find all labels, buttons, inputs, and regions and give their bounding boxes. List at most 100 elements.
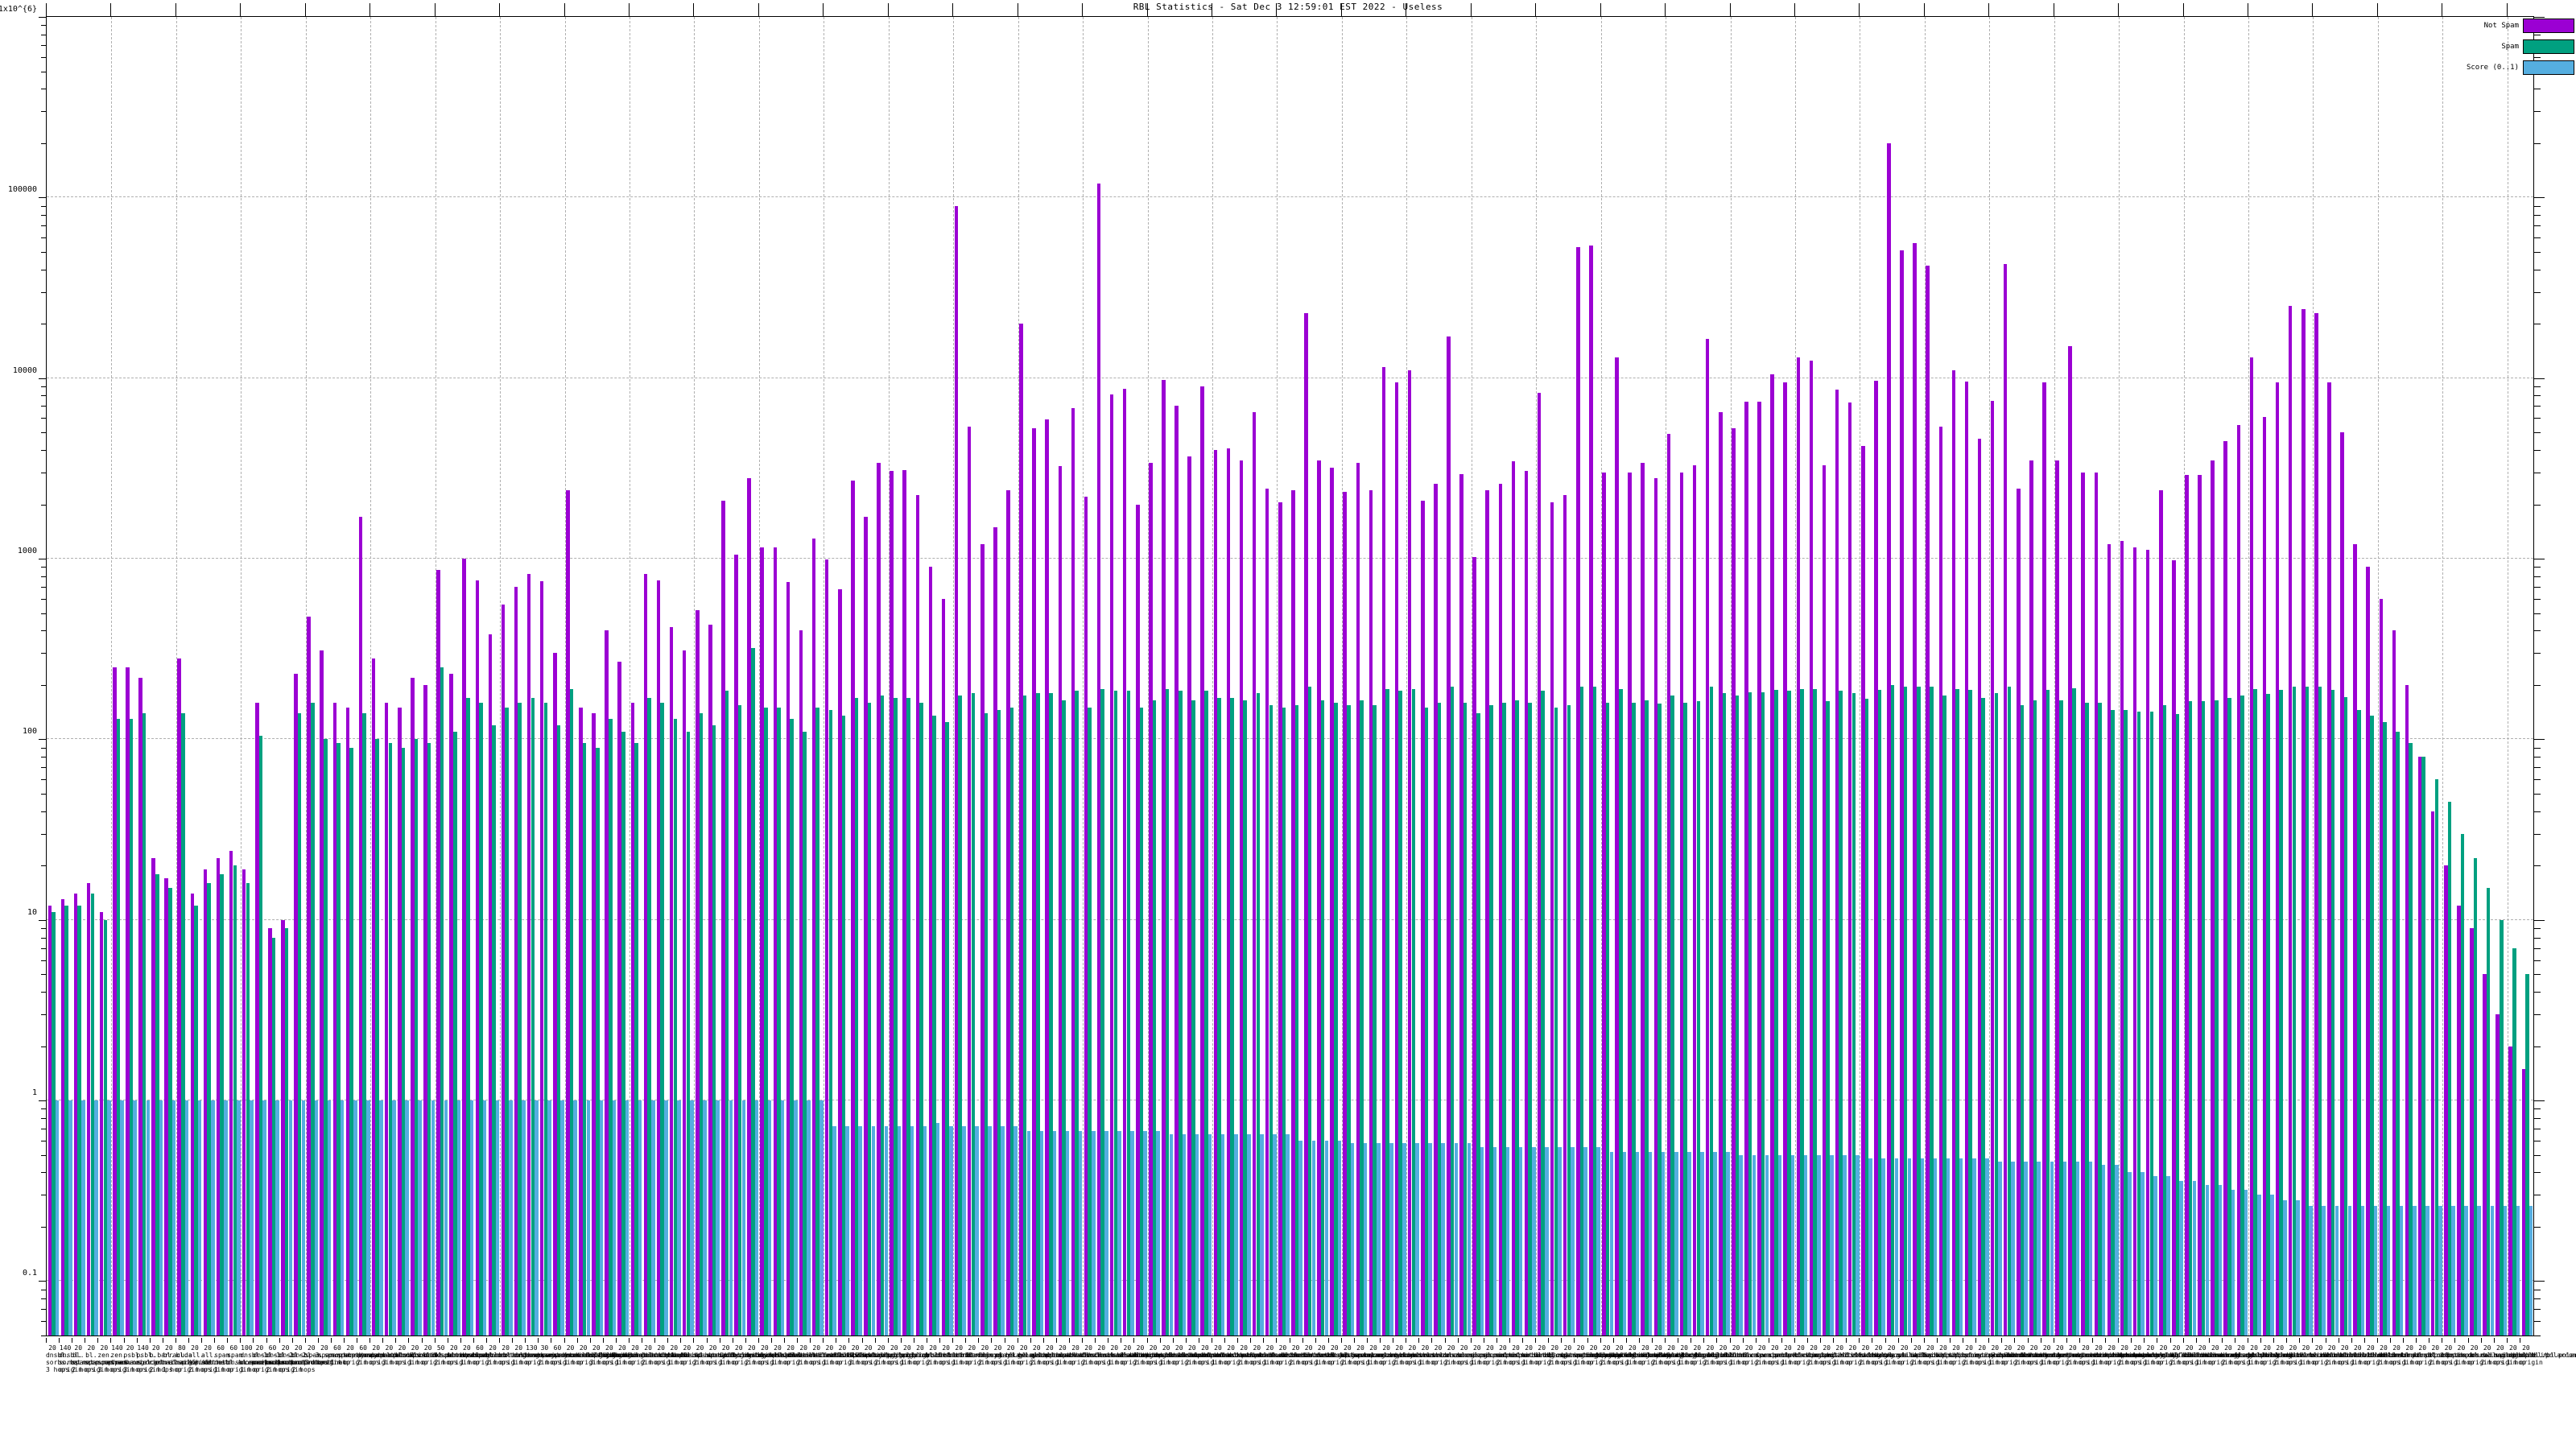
bar-group[interactable] (1238, 17, 1251, 1335)
bar-sp[interactable] (971, 693, 976, 1335)
bar-group[interactable] (2313, 17, 2326, 1335)
bar-sp[interactable] (1152, 700, 1157, 1335)
bar-ns[interactable] (786, 582, 791, 1335)
bar-ns[interactable] (1666, 434, 1671, 1335)
bar-group[interactable] (357, 17, 370, 1335)
bar-sp[interactable] (906, 697, 910, 1335)
bar-group[interactable] (1795, 17, 1808, 1335)
bar-ns[interactable] (2120, 541, 2124, 1335)
bar-sp[interactable] (2357, 710, 2361, 1335)
bar-sp[interactable] (751, 648, 755, 1335)
bar-sp[interactable] (1670, 695, 1674, 1335)
bar-sp[interactable] (2227, 697, 2231, 1335)
bar-ns[interactable] (2275, 382, 2280, 1335)
bar-sc[interactable] (1156, 1130, 1160, 1335)
bar-ns[interactable] (281, 919, 285, 1335)
bar-group[interactable] (2482, 17, 2495, 1335)
bar-group[interactable] (1989, 17, 2002, 1335)
bar-group[interactable] (2469, 17, 2482, 1335)
bar-group[interactable] (2054, 17, 2067, 1335)
bar-group[interactable] (2287, 17, 2300, 1335)
bar-sp[interactable] (349, 747, 353, 1335)
bar-sc[interactable] (1726, 1151, 1730, 1335)
bar-ns[interactable] (2443, 865, 2448, 1335)
bar-sc[interactable] (94, 1100, 98, 1335)
bar-sp[interactable] (854, 697, 859, 1335)
bar-sc[interactable] (146, 1100, 151, 1335)
bar-sp[interactable] (1826, 701, 1830, 1335)
bar-ns[interactable] (1317, 460, 1321, 1335)
bar-group[interactable] (630, 17, 642, 1335)
bar-sp[interactable] (271, 937, 276, 1335)
bar-sc[interactable] (780, 1100, 785, 1335)
bar-ns[interactable] (592, 712, 596, 1335)
bar-group[interactable] (1536, 17, 1549, 1335)
bar-ns[interactable] (2483, 974, 2487, 1335)
bar-group[interactable] (60, 17, 72, 1335)
bar-group[interactable] (2352, 17, 2365, 1335)
bar-sp[interactable] (116, 718, 121, 1335)
bar-sc[interactable] (1505, 1147, 1510, 1335)
bar-sc[interactable] (2088, 1161, 2093, 1335)
bar-ns[interactable] (411, 677, 415, 1335)
bar-sp[interactable] (1320, 700, 1325, 1335)
bar-sp[interactable] (803, 732, 807, 1335)
bar-sp[interactable] (2007, 687, 2012, 1335)
bar-sp[interactable] (440, 667, 444, 1335)
bar-group[interactable] (2119, 17, 2132, 1335)
bar-group[interactable] (772, 17, 785, 1335)
bar-sc[interactable] (1350, 1143, 1355, 1335)
bar-group[interactable] (448, 17, 461, 1335)
bar-sp[interactable] (2188, 701, 2193, 1335)
bar-sp[interactable] (375, 739, 379, 1335)
bar-ns[interactable] (488, 634, 493, 1335)
bar-sp[interactable] (64, 906, 68, 1335)
bar-sp[interactable] (686, 732, 691, 1335)
bar-sc[interactable] (599, 1100, 604, 1335)
bar-group[interactable] (1497, 17, 1510, 1335)
bar-ns[interactable] (423, 684, 427, 1335)
bar-ns[interactable] (1058, 466, 1063, 1335)
bar-group[interactable] (2235, 17, 2248, 1335)
bar-ns[interactable] (993, 526, 997, 1335)
bar-sc[interactable] (2322, 1206, 2326, 1335)
bar-sc[interactable] (314, 1100, 319, 1335)
bar-group[interactable] (1963, 17, 1976, 1335)
bar-sc[interactable] (1596, 1147, 1600, 1335)
bar-group[interactable] (2157, 17, 2170, 1335)
bar-group[interactable] (332, 17, 345, 1335)
bar-sc[interactable] (1518, 1147, 1523, 1335)
bar-sp[interactable] (2292, 687, 2297, 1335)
bar-sp[interactable] (647, 697, 651, 1335)
bar-ns[interactable] (2185, 475, 2189, 1335)
bar-sc[interactable] (1777, 1154, 1782, 1335)
bar-ns[interactable] (1381, 367, 1386, 1335)
bar-group[interactable] (2455, 17, 2468, 1335)
bar-ns[interactable] (1732, 427, 1736, 1335)
bar-sc[interactable] (1700, 1151, 1704, 1335)
bar-sp[interactable] (2033, 700, 2037, 1335)
bar-ns[interactable] (2042, 382, 2046, 1335)
bar-group[interactable] (565, 17, 578, 1335)
bar-ns[interactable] (242, 869, 246, 1335)
bar-sc[interactable] (431, 1100, 436, 1335)
bar-sc[interactable] (456, 1100, 461, 1335)
bar-sp[interactable] (2085, 702, 2089, 1335)
bar-sp[interactable] (634, 743, 638, 1335)
bar-sp[interactable] (1683, 702, 1687, 1335)
bar-sc[interactable] (2115, 1165, 2119, 1335)
bar-ns[interactable] (864, 517, 868, 1335)
bar-group[interactable] (98, 17, 111, 1335)
bar-group[interactable] (1821, 17, 1834, 1335)
bar-group[interactable] (694, 17, 707, 1335)
bar-sc[interactable] (1220, 1134, 1225, 1335)
bar-group[interactable] (1653, 17, 1666, 1335)
bar-sp[interactable] (414, 739, 419, 1335)
bar-ns[interactable] (1835, 390, 1839, 1335)
bar-sp[interactable] (155, 873, 159, 1335)
bar-ns[interactable] (1990, 400, 1995, 1335)
legend-item[interactable]: Score (0..1) (2467, 60, 2574, 76)
bar-ns[interactable] (2029, 460, 2033, 1335)
bar-ns[interactable] (1524, 471, 1529, 1335)
bar-group[interactable] (267, 17, 280, 1335)
